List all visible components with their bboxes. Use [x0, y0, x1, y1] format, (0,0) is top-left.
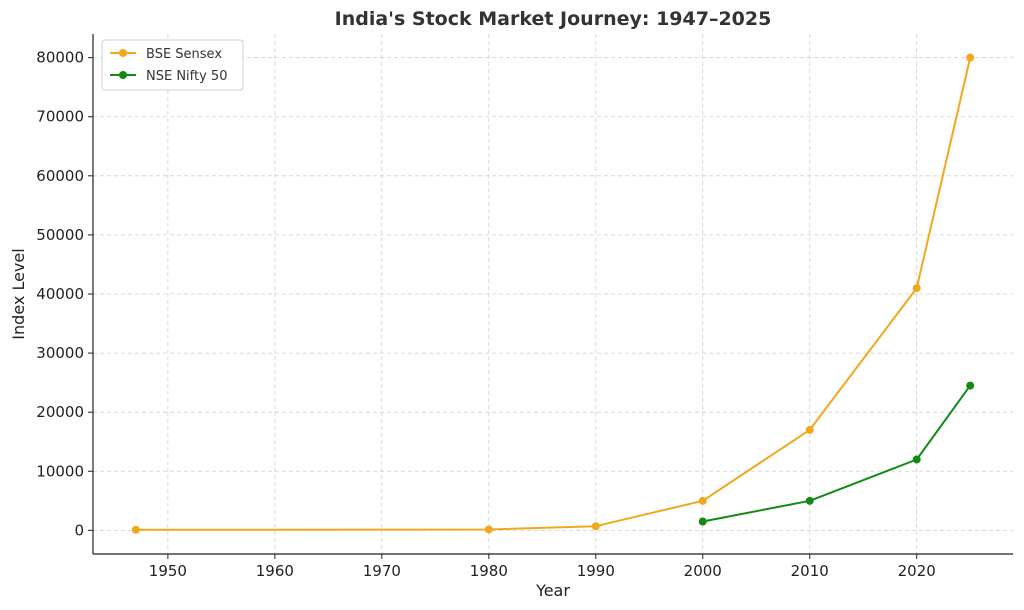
series-nse-nifty-50 [698, 381, 975, 526]
legend-entry-nifty: NSE Nifty 50 [110, 69, 227, 84]
legend-entry-bse: BSE Sensex [110, 47, 222, 62]
x-tick-label: 1970 [363, 562, 401, 580]
x-tick-label: 1960 [256, 562, 294, 580]
legend: BSE Sensex NSE Nifty 50 [101, 39, 244, 91]
series-line-nse-nifty-50 [702, 385, 972, 523]
legend-label-bse: BSE Sensex [146, 47, 222, 62]
grid [93, 34, 1013, 554]
y-tick-label: 70000 [36, 108, 84, 126]
y-tick-label: 40000 [36, 285, 84, 303]
data-point-bse-sensex [805, 425, 814, 434]
data-point-nse-nifty-50 [912, 455, 921, 464]
legend-label-nifty: NSE Nifty 50 [146, 69, 227, 84]
x-axis-label: Year [535, 581, 570, 600]
legend-marker-nifty [119, 71, 127, 79]
y-tick-label: 50000 [36, 226, 84, 244]
y-tick-label: 60000 [36, 167, 84, 185]
data-point-bse-sensex [591, 522, 600, 531]
y-tick-label: 10000 [36, 462, 84, 480]
legend-box [101, 39, 244, 91]
chart-title: India's Stock Market Journey: 1947–2025 [335, 8, 772, 30]
series-layer [131, 53, 975, 534]
data-point-nse-nifty-50 [966, 381, 975, 390]
x-tick-label: 1990 [577, 562, 615, 580]
x-tick-label: 2010 [791, 562, 829, 580]
data-point-nse-nifty-50 [698, 517, 707, 526]
legend-marker-bse [119, 49, 127, 57]
series-bse-sensex [131, 53, 975, 534]
data-point-bse-sensex [484, 525, 493, 534]
x-tick-label: 2020 [898, 562, 936, 580]
data-point-bse-sensex [698, 496, 707, 505]
data-point-bse-sensex [912, 284, 921, 293]
axes: 1950 1960 1970 1980 1990 2000 2010 2020 0 10000 20… [36, 34, 1013, 580]
x-tick-label: 1950 [149, 562, 187, 580]
x-tick-label: 1980 [470, 562, 508, 580]
y-tick-label: 0 [74, 521, 84, 539]
data-point-bse-sensex [131, 525, 140, 534]
y-tick-label: 20000 [36, 403, 84, 421]
data-point-bse-sensex [966, 53, 975, 62]
x-tick-label: 2000 [684, 562, 722, 580]
y-tick-label: 30000 [36, 344, 84, 362]
data-point-nse-nifty-50 [805, 496, 814, 505]
y-axis-label: Index Level [9, 248, 28, 339]
y-tick-label: 80000 [36, 49, 84, 67]
